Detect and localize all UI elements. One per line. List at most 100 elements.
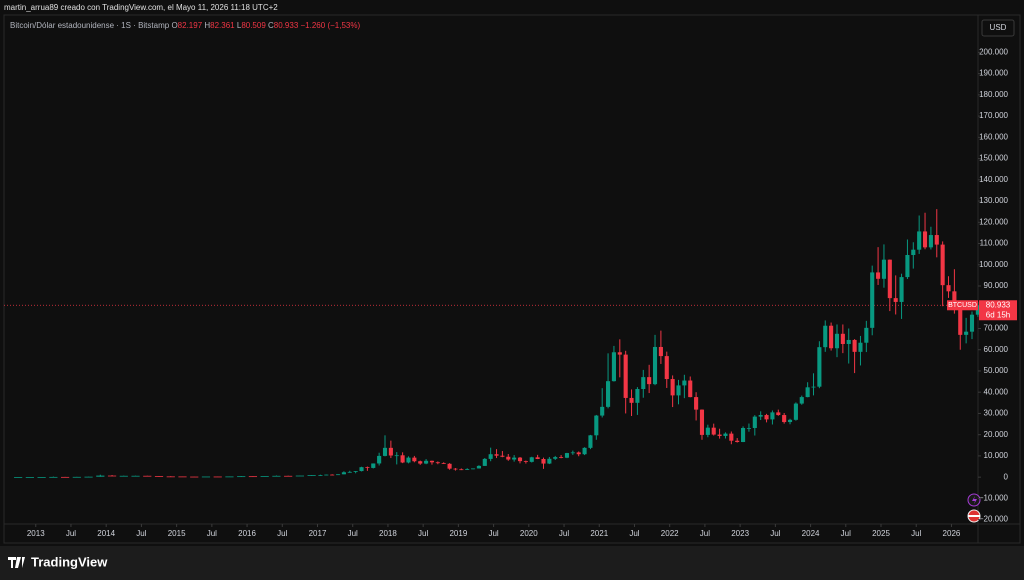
ohlc-value: 80.509 bbox=[241, 21, 266, 30]
candle-body bbox=[858, 342, 863, 352]
candle-body bbox=[96, 475, 105, 477]
x-tick-label: Jul bbox=[66, 529, 76, 538]
candle-body bbox=[905, 255, 910, 278]
candle-body bbox=[284, 475, 293, 477]
x-tick-label: 2019 bbox=[449, 529, 467, 538]
y-tick-label: 130.000 bbox=[979, 196, 1008, 205]
candle-body bbox=[917, 231, 922, 250]
candle-body bbox=[324, 474, 329, 476]
candle-body bbox=[429, 460, 435, 463]
candle-body bbox=[958, 310, 963, 335]
candle-body bbox=[635, 389, 640, 403]
candle-body bbox=[365, 467, 370, 468]
candle-body bbox=[576, 452, 581, 455]
candle-body bbox=[553, 457, 558, 459]
candle-body bbox=[523, 461, 528, 462]
candle-body bbox=[934, 235, 939, 245]
candle-body bbox=[864, 327, 869, 343]
candle-body bbox=[623, 354, 628, 398]
candle-body bbox=[964, 331, 969, 335]
candle-body bbox=[307, 475, 316, 476]
ohlc-value: 82.361 bbox=[210, 21, 235, 30]
candle-body bbox=[25, 477, 34, 478]
candle-body bbox=[341, 472, 346, 475]
candle-body bbox=[424, 460, 429, 464]
candle-body bbox=[435, 462, 440, 464]
x-tick-label: Jul bbox=[418, 529, 428, 538]
candle-body bbox=[84, 476, 93, 478]
candle-body bbox=[248, 476, 258, 478]
candle-body bbox=[400, 455, 405, 463]
candle-body bbox=[119, 475, 128, 477]
candle-body bbox=[922, 231, 928, 248]
candle-body bbox=[500, 455, 505, 457]
candle-body bbox=[647, 377, 652, 385]
x-tick-label: Jul bbox=[277, 529, 287, 538]
candle-body bbox=[834, 333, 840, 349]
y-tick-label: −20.000 bbox=[979, 515, 1009, 524]
candle-body bbox=[811, 386, 816, 388]
countdown: 6d 15h bbox=[986, 310, 1010, 319]
x-tick-label: 2015 bbox=[168, 529, 186, 538]
candle-body bbox=[682, 380, 687, 386]
currency-box[interactable] bbox=[981, 19, 1015, 37]
price-tag: 80.933 bbox=[986, 300, 1011, 309]
candle-body bbox=[793, 403, 798, 420]
candle-body bbox=[213, 476, 222, 478]
candle-body bbox=[166, 476, 175, 478]
x-tick-label: 2013 bbox=[27, 529, 45, 538]
candle-body bbox=[717, 434, 722, 436]
candle-body bbox=[670, 379, 675, 396]
ohlc-key: O bbox=[171, 21, 177, 30]
candle-body bbox=[388, 447, 393, 456]
candle-body bbox=[629, 397, 634, 403]
candle-body bbox=[817, 347, 822, 387]
candle-body bbox=[870, 272, 875, 328]
candle-body bbox=[887, 259, 892, 299]
candle-body bbox=[476, 465, 481, 469]
candle-body bbox=[37, 477, 46, 478]
candle-body bbox=[295, 475, 305, 477]
change: −1.260 bbox=[301, 21, 326, 30]
currency: USD bbox=[990, 23, 1007, 32]
candle-body bbox=[582, 447, 587, 455]
candle-body bbox=[60, 476, 70, 478]
y-tick-label: 140.000 bbox=[979, 175, 1008, 184]
y-tick-label: 120.000 bbox=[979, 217, 1008, 226]
candle-body bbox=[347, 471, 352, 473]
candle-body bbox=[652, 346, 658, 385]
candle-body bbox=[606, 381, 611, 407]
y-tick-label: 70.000 bbox=[984, 324, 1009, 333]
candle-body bbox=[353, 471, 358, 472]
candle-body bbox=[49, 476, 58, 478]
candle-body bbox=[260, 476, 269, 477]
chart-frame bbox=[3, 14, 1021, 544]
candle-body bbox=[371, 463, 376, 468]
candle-body bbox=[237, 476, 246, 478]
x-tick-label: 2017 bbox=[309, 529, 327, 538]
candle-body bbox=[705, 427, 710, 435]
candle-body bbox=[178, 476, 187, 478]
candle-body bbox=[406, 457, 411, 463]
change-pct: (−1,53%) bbox=[327, 21, 360, 30]
candle-body bbox=[617, 352, 622, 355]
candle-body bbox=[471, 468, 476, 470]
candle-body bbox=[664, 356, 669, 380]
candle-body bbox=[107, 475, 117, 477]
candle-body bbox=[482, 458, 487, 466]
candle-body bbox=[394, 455, 399, 457]
candle-body bbox=[711, 427, 716, 435]
candle-body bbox=[559, 457, 564, 458]
candle-body bbox=[741, 427, 746, 443]
y-tick-label: 180.000 bbox=[979, 90, 1008, 99]
candle-body bbox=[782, 415, 787, 423]
x-tick-label: Jul bbox=[700, 529, 710, 538]
candle-body bbox=[225, 476, 234, 478]
candle-body bbox=[529, 457, 534, 462]
candle-body bbox=[488, 454, 493, 459]
candle-body bbox=[699, 409, 705, 435]
flag-stripe bbox=[968, 515, 980, 517]
x-tick-label: Jul bbox=[841, 529, 851, 538]
y-tick-label: 40.000 bbox=[984, 387, 1009, 396]
